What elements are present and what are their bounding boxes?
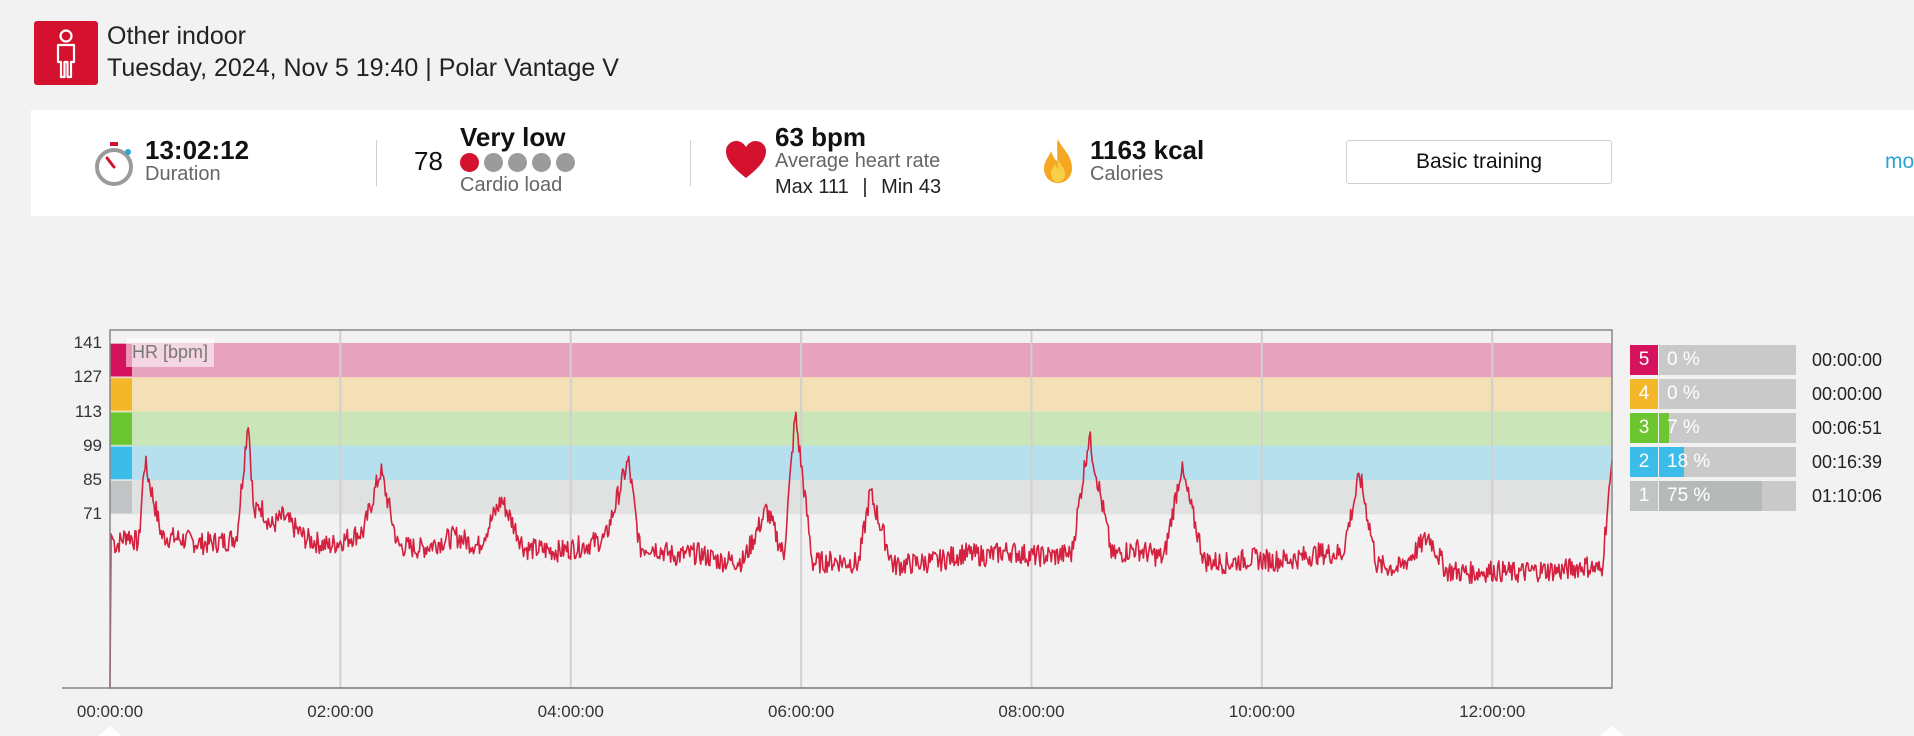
hr-separator: | xyxy=(862,176,868,198)
more-link[interactable]: mo xyxy=(1885,150,1914,173)
y-tick-label: 71 xyxy=(83,504,102,524)
zone-percent-label: 7 % xyxy=(1667,417,1700,438)
zone-time-label: 01:10:06 xyxy=(1812,486,1883,506)
divider xyxy=(376,140,377,186)
cardio-dot-inactive xyxy=(556,153,575,172)
person-standing-icon xyxy=(56,29,76,79)
zone-percent-label: 0 % xyxy=(1667,383,1700,404)
zone-number: 3 xyxy=(1630,413,1658,443)
zone-percent-bar: 0 % xyxy=(1659,345,1796,375)
zone-percent-bar: 0 % xyxy=(1659,379,1796,409)
divider xyxy=(690,140,691,186)
cardio-load-value: 78 xyxy=(414,146,443,176)
flame-icon xyxy=(1044,139,1072,183)
zone-band-3 xyxy=(110,411,1612,446)
x-tick-label: 10:00:00 xyxy=(1228,702,1295,721)
series-label: HR [bpm] xyxy=(126,338,215,367)
zone-number: 1 xyxy=(1630,481,1658,511)
x-tick-label: 00:00:00 xyxy=(76,702,144,721)
x-tick-label: 06:00:00 xyxy=(768,702,835,721)
calories-label: Calories xyxy=(1090,163,1164,185)
zone-percent-label: 75 % xyxy=(1667,485,1711,506)
sport-icon xyxy=(34,21,98,85)
x-tick-label: 08:00:00 xyxy=(998,702,1065,721)
summary-bar: 13:02:12 Duration 78 Very low Cardio loa… xyxy=(31,110,1914,216)
zone-swatch-2 xyxy=(110,446,132,480)
zone-legend-row-1: 1 75 % xyxy=(1630,481,1796,511)
zone-swatch-1 xyxy=(110,481,132,514)
zone-time-label: 00:00:00 xyxy=(1812,384,1883,404)
avg-hr-value: 63 bpm xyxy=(775,122,867,152)
hr-max-min: Max 111 | Min 43 xyxy=(775,176,941,199)
cardio-load-dots xyxy=(460,153,580,177)
zone-percent-bar: 18 % xyxy=(1659,447,1796,477)
zone-percent-fill xyxy=(1659,447,1684,477)
zone-number: 4 xyxy=(1630,379,1658,409)
x-tick-label: 12:00:00 xyxy=(1459,702,1526,721)
zone-legend-row-4: 4 0 % xyxy=(1630,379,1796,409)
x-range-start-marker[interactable] xyxy=(98,726,122,736)
zone-percent-fill xyxy=(1659,413,1669,443)
zone-legend-row-2: 2 18 % xyxy=(1630,447,1796,477)
zone-time-label: 00:00:00 xyxy=(1812,350,1883,370)
calories-value: 1163 kcal xyxy=(1090,135,1205,165)
stopwatch-icon xyxy=(95,142,133,186)
zone-percent-fill xyxy=(1659,481,1762,511)
x-range-end-marker[interactable] xyxy=(1600,726,1624,736)
cardio-dot-inactive xyxy=(532,153,551,172)
y-tick-label: 85 xyxy=(83,470,102,490)
y-tick-label: 99 xyxy=(83,435,102,455)
zone-time-label: 00:06:51 xyxy=(1812,418,1883,438)
zone-swatch-4 xyxy=(110,378,132,411)
zone-time-label: 00:16:39 xyxy=(1812,452,1883,472)
zone-legend-row-5: 5 0 % xyxy=(1630,345,1796,375)
cardio-dot-inactive xyxy=(484,153,503,172)
y-tick-label: 127 xyxy=(73,367,102,387)
zone-band-2 xyxy=(110,445,1612,481)
y-tick-label: 113 xyxy=(74,401,102,421)
zone-band-5 xyxy=(110,343,1612,378)
x-tick-label: 04:00:00 xyxy=(537,702,604,721)
zone-number: 5 xyxy=(1630,345,1658,375)
cardio-dot-inactive xyxy=(508,153,527,172)
zone-percent-label: 18 % xyxy=(1667,451,1711,472)
cardio-dot-active xyxy=(460,153,479,172)
zone-number: 2 xyxy=(1630,447,1658,477)
cardio-load-label: Cardio load xyxy=(460,174,563,196)
duration-value: 13:02:12 xyxy=(145,135,250,165)
zone-percent-bar: 75 % xyxy=(1659,481,1796,511)
basic-training-button[interactable]: Basic training xyxy=(1346,140,1612,184)
heart-icon xyxy=(726,141,766,178)
zone-legend-row-3: 3 7 % xyxy=(1630,413,1796,443)
zone-percent-label: 0 % xyxy=(1667,349,1700,370)
zone-percent-bar: 7 % xyxy=(1659,413,1796,443)
duration-label: Duration xyxy=(145,163,221,185)
session-title: Other indoor xyxy=(107,22,246,50)
session-subtitle: Tuesday, 2024, Nov 5 19:40 | Polar Vanta… xyxy=(107,54,619,82)
y-tick-label: 141 xyxy=(73,333,102,352)
zone-swatch-3 xyxy=(110,412,132,445)
avg-hr-label: Average heart rate xyxy=(775,150,941,172)
zone-band-1 xyxy=(110,480,1612,515)
zone-band-4 xyxy=(110,377,1612,412)
hr-max: Max 111 xyxy=(775,176,849,198)
cardio-load-level: Very low xyxy=(460,122,566,152)
x-tick-label: 02:00:00 xyxy=(307,702,374,721)
hr-series-line xyxy=(109,411,1613,689)
hr-min: Min 43 xyxy=(881,176,942,198)
